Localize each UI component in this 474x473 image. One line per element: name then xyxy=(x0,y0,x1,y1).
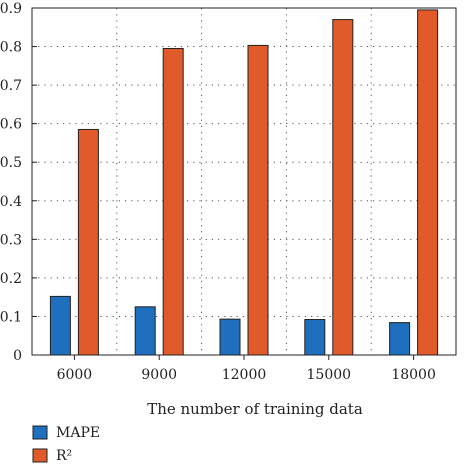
y-tick-label: 0.4 xyxy=(0,194,22,210)
y-tick-label: 0.9 xyxy=(0,1,22,17)
x-tick-label: 6000 xyxy=(57,367,93,383)
bar-r2-18000 xyxy=(417,9,439,356)
y-tick-label: 0.5 xyxy=(0,155,22,171)
x-tick-label: 15000 xyxy=(307,367,352,383)
y-tick-label: 0.1 xyxy=(0,309,22,325)
x-axis-title: The number of training data xyxy=(147,400,363,418)
x-tick-label: 12000 xyxy=(222,367,267,383)
legend-label-mape: MAPE xyxy=(56,425,100,441)
bar-r2-6000 xyxy=(77,128,99,356)
bar-mape-18000 xyxy=(389,322,411,356)
x-tick-label: 9000 xyxy=(141,367,177,383)
grid-lines xyxy=(32,8,456,355)
legend: MAPE R² xyxy=(32,425,100,464)
legend-swatch-mape xyxy=(32,425,48,440)
x-axis-ticks: 6000 9000 12000 15000 18000 xyxy=(57,355,436,383)
y-tick-label: 0.6 xyxy=(0,117,22,133)
bar-mape-12000 xyxy=(219,318,241,356)
bar-r2-9000 xyxy=(162,47,184,356)
y-tick-label: 0.3 xyxy=(0,232,22,248)
bar-mape-9000 xyxy=(134,306,156,356)
legend-swatch-r2 xyxy=(32,448,48,463)
bar-r2-12000 xyxy=(247,44,269,356)
bars xyxy=(49,9,439,356)
y-tick-label: 0.8 xyxy=(0,40,22,56)
y-tick-label: 0.2 xyxy=(0,271,22,287)
bar-mape-15000 xyxy=(304,319,326,356)
bar-r2-15000 xyxy=(332,19,354,356)
x-tick-label: 18000 xyxy=(391,367,436,383)
y-tick-label: 0.7 xyxy=(0,78,22,94)
legend-label-r2: R² xyxy=(56,448,72,464)
bar-mape-6000 xyxy=(49,295,71,356)
y-axis-ticks: 0 0.1 0.2 0.3 0.4 0.5 0.6 0.7 0.8 0.9 xyxy=(0,1,37,364)
y-tick-label: 0 xyxy=(13,348,22,364)
